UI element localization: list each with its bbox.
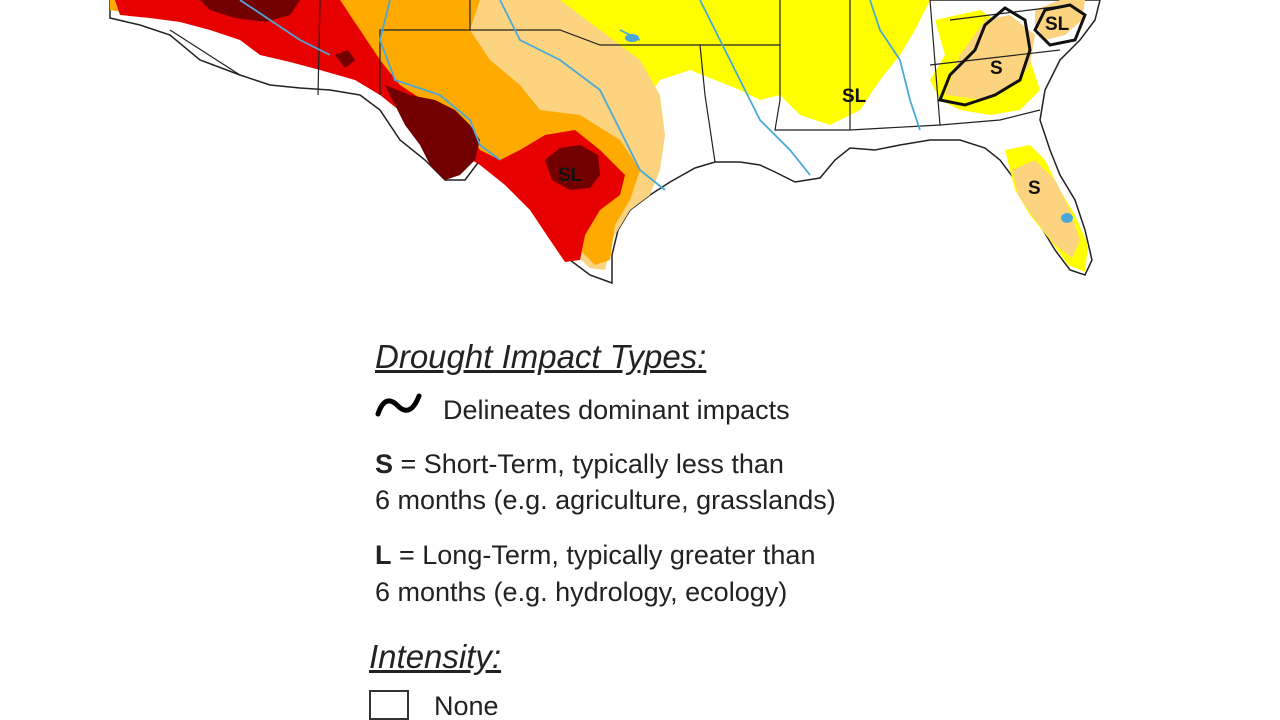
short-term-line2: 6 months (e.g. agriculture, grasslands) (375, 485, 836, 515)
label-texas-sl: SL (558, 165, 583, 186)
long-term-desc: = Long-Term, typically greater than (391, 540, 816, 570)
label-virginia-sl: SL (1045, 14, 1070, 35)
d4-region-arizona (200, 0, 300, 22)
lake-east-texas (625, 34, 639, 42)
long-term-line1: L = Long-Term, typically greater than (375, 537, 815, 573)
short-term-desc: = Short-Term, typically less than (393, 449, 784, 479)
long-term-line2: 6 months (e.g. hydrology, ecology) (375, 577, 788, 607)
d4-region-big-bend (385, 85, 480, 180)
drought-map: SL SL S SL S (109, 0, 1101, 285)
squiggle-line-icon (375, 393, 422, 417)
d3-region-southwest (115, 0, 625, 262)
delineates-text: Delineates dominant impacts (443, 395, 790, 425)
intensity-none-label: None (434, 691, 499, 720)
short-term-line1: S = Short-Term, typically less than (375, 446, 784, 482)
label-carolina-s: S (990, 58, 1003, 79)
d1-region-florida (1012, 160, 1080, 258)
long-term-key: L (375, 540, 392, 570)
rivers (239, 0, 921, 191)
lake-okeechobee (1061, 213, 1073, 223)
short-term-key: S (375, 449, 394, 479)
intensity-heading: Intensity: (369, 638, 502, 675)
d4-region-central-texas (545, 145, 600, 190)
swatch-none (369, 690, 409, 720)
state-borders (169, 0, 1071, 163)
label-florida-s: S (1028, 178, 1041, 199)
d4-region-new-mexico (335, 50, 355, 68)
impact-boundaries (937, 3, 1087, 107)
impact-types-heading: Drought Impact Types: (375, 338, 707, 375)
label-mississippi-sl: SL (842, 86, 867, 107)
